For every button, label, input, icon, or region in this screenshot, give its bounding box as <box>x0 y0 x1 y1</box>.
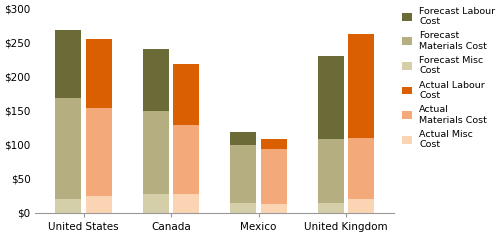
Bar <box>318 139 344 202</box>
Bar <box>230 145 256 202</box>
Bar <box>260 204 287 213</box>
Bar <box>260 139 287 149</box>
Bar <box>348 34 374 138</box>
Bar <box>142 194 169 213</box>
Bar <box>230 132 256 145</box>
Bar <box>230 202 256 213</box>
Bar <box>318 56 344 139</box>
Bar <box>348 199 374 213</box>
Bar <box>86 196 112 213</box>
Bar <box>318 202 344 213</box>
Legend: Forecast Labour
Cost, Forecast
Materials Cost, Forecast Misc
Cost, Actual Labour: Forecast Labour Cost, Forecast Materials… <box>402 7 496 149</box>
Bar <box>55 98 82 199</box>
Bar <box>142 111 169 194</box>
Bar <box>173 64 200 126</box>
Bar <box>55 199 82 213</box>
Bar <box>86 39 112 108</box>
Bar <box>86 108 112 196</box>
Bar <box>260 149 287 204</box>
Bar <box>173 126 200 194</box>
Bar <box>348 138 374 199</box>
Bar <box>55 30 82 98</box>
Bar <box>173 194 200 213</box>
Bar <box>142 49 169 111</box>
